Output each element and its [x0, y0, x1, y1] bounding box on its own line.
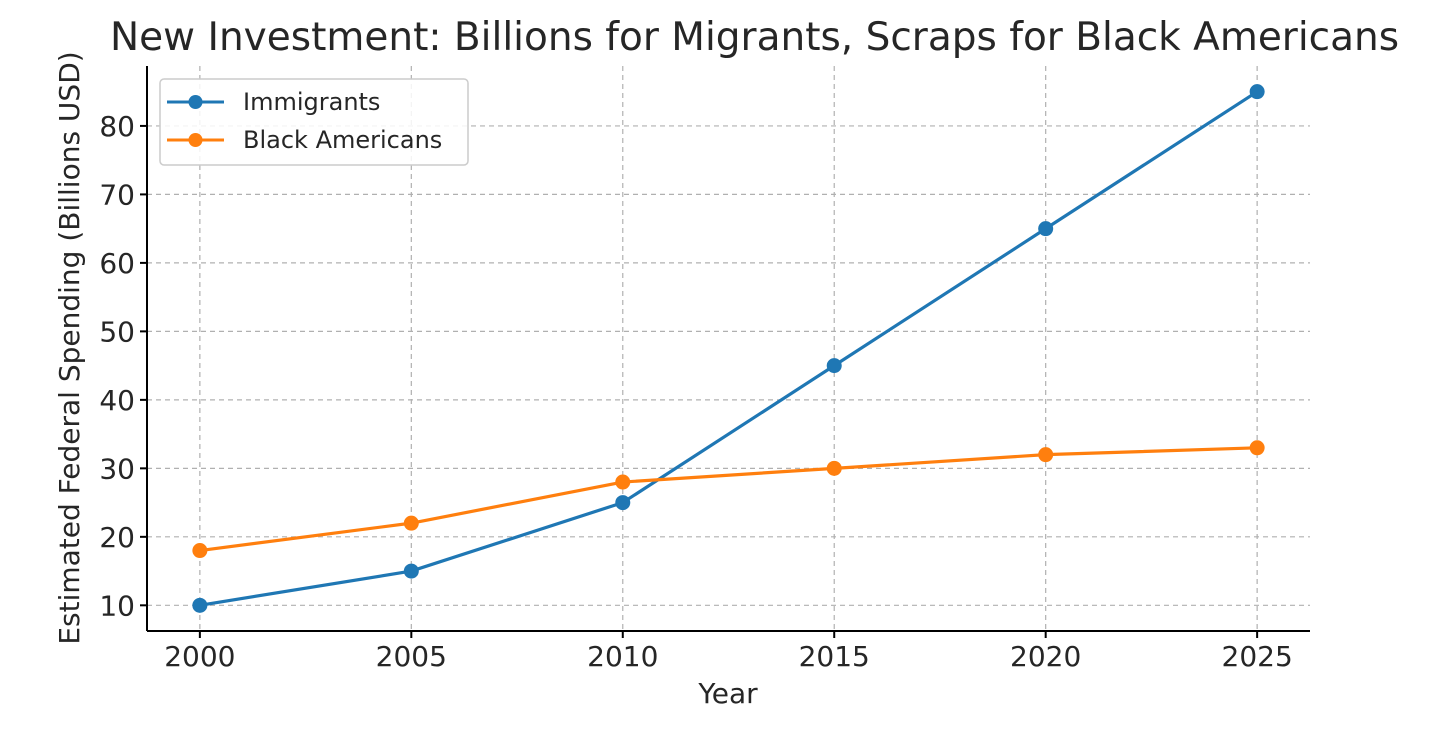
- y-tick-label: 30: [99, 452, 135, 485]
- data-point-black-americans: [403, 515, 419, 531]
- x-tick-label: 2015: [799, 640, 870, 673]
- data-point-immigrants: [1038, 221, 1054, 237]
- data-point-immigrants: [615, 495, 631, 511]
- series-line-black-americans: [199, 446, 1258, 553]
- legend-marker-black-americans: [188, 133, 203, 147]
- series: [192, 84, 1265, 613]
- y-tick-label: 40: [99, 384, 135, 417]
- data-point-immigrants: [192, 597, 208, 613]
- x-tick-label: 2005: [376, 640, 447, 673]
- y-tick-label: 10: [99, 589, 135, 622]
- y-tick-label: 50: [99, 315, 135, 348]
- data-point-black-americans: [1038, 447, 1054, 463]
- series-line-immigrants: [199, 90, 1259, 607]
- x-axis-label: Year: [697, 677, 758, 710]
- legend-marker-immigrants: [188, 95, 203, 109]
- legend-label-immigrants: Immigrants: [243, 88, 380, 116]
- y-ticks: 10 20 30 40 50 60 70 80: [99, 110, 147, 622]
- data-point-black-americans: [192, 543, 208, 559]
- x-tick-label: 2020: [1010, 640, 1081, 673]
- y-axis-label: Estimated Federal Spending (Billions USD…: [53, 51, 86, 644]
- chart-title: New Investment: Billions for Migrants, S…: [110, 15, 1399, 60]
- data-point-black-americans: [615, 474, 631, 490]
- x-ticks: 2000 2005 2010 2015 2020 2025: [164, 631, 1293, 673]
- y-tick-label: 70: [99, 178, 135, 211]
- legend: Immigrants Black Americans: [159, 78, 469, 166]
- x-tick-label: 2010: [587, 640, 658, 673]
- data-point-immigrants: [403, 563, 419, 579]
- data-point-black-americans: [1249, 440, 1265, 456]
- y-tick-label: 60: [99, 247, 135, 280]
- data-point-black-americans: [826, 460, 842, 476]
- legend-box: [159, 78, 469, 166]
- data-point-immigrants: [1249, 84, 1265, 100]
- legend-label-black-americans: Black Americans: [243, 126, 442, 154]
- y-tick-label: 80: [99, 110, 135, 143]
- x-tick-label: 2000: [164, 640, 235, 673]
- data-point-immigrants: [826, 358, 842, 374]
- y-tick-label: 20: [99, 521, 135, 554]
- x-tick-label: 2025: [1222, 640, 1293, 673]
